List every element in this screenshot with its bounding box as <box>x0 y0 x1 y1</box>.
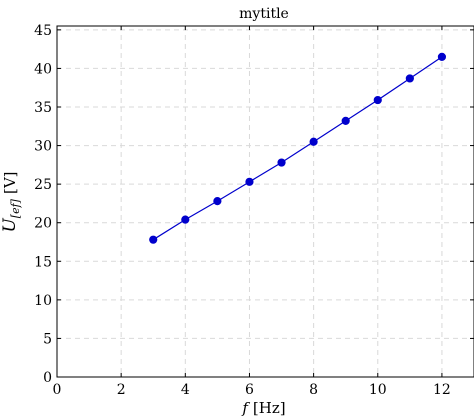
x-axis-label-unit: [Hz] <box>253 399 286 417</box>
ticks <box>56 26 474 378</box>
data-point <box>213 197 222 206</box>
y-tick-label: 35 <box>34 100 52 116</box>
y-axis-label-sub: [ef] <box>9 198 22 218</box>
data-point <box>309 137 318 146</box>
y-tick-labels: 0 5 10 15 20 25 30 35 40 45 <box>34 23 52 386</box>
chart-title: mytitle <box>239 6 289 22</box>
data-point <box>405 74 414 83</box>
x-tick-label: 2 <box>117 382 126 398</box>
data-point <box>245 177 254 186</box>
x-tick-label: 10 <box>369 382 387 398</box>
x-axis-label: f [Hz] <box>241 399 285 417</box>
y-tick-label: 0 <box>43 370 52 386</box>
plot-frame <box>56 25 474 378</box>
y-tick-label: 40 <box>34 61 52 77</box>
y-axis-label-unit: [V] <box>1 171 19 194</box>
series-layer <box>149 52 447 244</box>
y-tick-label: 5 <box>43 331 52 347</box>
data-point <box>277 158 286 167</box>
y-tick-label: 30 <box>34 139 52 155</box>
data-point <box>341 116 350 125</box>
x-tick-labels: 0 2 4 6 8 10 12 <box>53 382 451 398</box>
data-point <box>373 95 382 105</box>
series-line <box>152 56 443 241</box>
x-axis-label-main: f <box>241 399 250 417</box>
x-tick-label: 12 <box>433 382 451 398</box>
x-tick-label: 8 <box>309 382 318 398</box>
data-point <box>181 215 190 224</box>
x-tick-label: 6 <box>245 382 254 398</box>
data-point <box>149 235 158 244</box>
grid <box>56 26 474 378</box>
y-tick-label: 10 <box>34 293 52 309</box>
y-tick-label: 15 <box>34 254 52 270</box>
y-axis-label: U[ef] [V] <box>0 171 22 232</box>
y-axis-label-main: U <box>0 218 20 233</box>
x-tick-label: 0 <box>53 382 62 398</box>
y-tick-label: 20 <box>34 216 52 232</box>
y-tick-label: 25 <box>34 177 52 193</box>
y-tick-label: 45 <box>34 23 52 39</box>
data-point <box>437 52 447 61</box>
x-tick-label: 4 <box>181 382 190 398</box>
